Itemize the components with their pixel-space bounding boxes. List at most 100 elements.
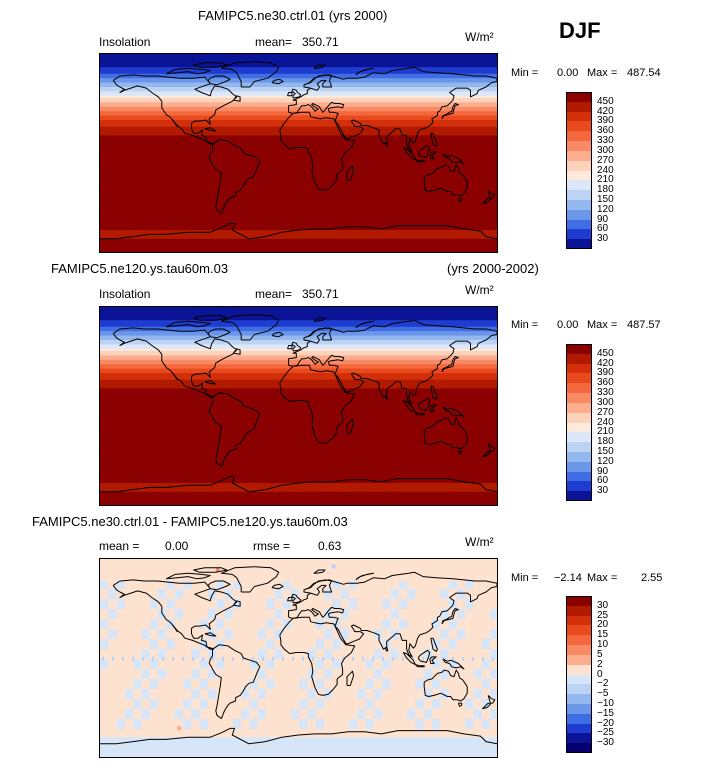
insolation-band	[100, 188, 497, 191]
difference-cell	[274, 649, 283, 659]
difference-cell	[158, 589, 167, 599]
difference-cell	[448, 639, 457, 649]
difference-cell	[432, 679, 441, 689]
difference-cell	[315, 679, 325, 689]
difference-cell	[490, 709, 497, 719]
panel-3-max-value: 2.55	[641, 572, 663, 584]
difference-cell	[100, 659, 109, 669]
colorbar-swatch	[566, 471, 592, 482]
difference-cell	[282, 656, 284, 661]
insolation-band	[100, 232, 497, 235]
insolation-band	[100, 230, 497, 233]
difference-cell	[102, 656, 104, 661]
insolation-band	[100, 333, 497, 337]
insolation-band	[100, 436, 497, 440]
difference-cell	[133, 699, 142, 709]
insolation-band	[100, 159, 497, 163]
difference-cell	[141, 689, 150, 699]
difference-cell	[440, 629, 449, 639]
difference-cell	[365, 699, 374, 709]
colorbar-swatch	[566, 461, 592, 473]
colorbar-swatch	[566, 141, 592, 152]
insolation-band	[100, 98, 497, 101]
coastline	[100, 314, 497, 493]
panel-2-mean-label: mean=	[255, 287, 293, 301]
difference-cell	[462, 656, 464, 661]
insolation-band	[100, 161, 497, 165]
insolation-band	[100, 309, 497, 312]
insolation-band	[100, 351, 497, 354]
difference-cell	[116, 579, 125, 589]
insolation-band	[100, 245, 497, 249]
difference-cell	[472, 656, 474, 661]
insolation-band	[100, 355, 497, 359]
difference-cell	[158, 649, 167, 659]
colorbar-tick-label: 330	[597, 135, 614, 147]
difference-cell	[302, 656, 304, 661]
difference-cell	[465, 699, 474, 709]
difference-cell	[481, 639, 491, 649]
insolation-band	[100, 249, 497, 252]
insolation-band	[100, 417, 497, 420]
colorbar-swatch	[566, 412, 592, 423]
insolation-band	[100, 208, 497, 211]
insolation-band	[100, 214, 497, 218]
difference-cell	[357, 709, 366, 719]
colorbar-tick-label: 5	[597, 648, 603, 660]
colorbar-swatch	[566, 684, 592, 695]
difference-cell	[332, 599, 341, 609]
difference-cell	[352, 656, 354, 661]
difference-cell	[349, 599, 358, 609]
insolation-band	[100, 445, 497, 449]
colorbar-tick-label: 150	[597, 445, 614, 457]
colorbar-swatch	[566, 615, 592, 626]
difference-cell	[290, 709, 300, 719]
difference-cell	[241, 689, 250, 699]
insolation-band	[100, 353, 497, 356]
insolation-band	[100, 148, 497, 152]
difference-cell	[332, 656, 334, 661]
difference-cell	[249, 699, 258, 709]
colorbar-swatch	[566, 383, 592, 394]
insolation-band	[100, 128, 497, 132]
panel-1-variable: Insolation	[99, 35, 151, 49]
insolation-band	[100, 175, 497, 178]
difference-cell	[423, 709, 432, 719]
insolation-band	[100, 478, 497, 482]
difference-cell	[415, 679, 424, 689]
colorbar-swatch	[566, 373, 592, 384]
colorbar-tick-label: 20	[597, 619, 609, 631]
insolation-band	[100, 386, 497, 389]
coastline	[100, 61, 497, 240]
insolation-band	[100, 113, 497, 117]
insolation-band	[100, 357, 497, 361]
panel-3-rmse-value: 0.63	[318, 539, 342, 553]
insolation-band	[100, 227, 497, 231]
insolation-band	[100, 236, 497, 240]
difference-cell	[252, 656, 254, 661]
colorbar-swatch	[566, 111, 592, 122]
difference-cell	[124, 689, 134, 699]
difference-cell	[456, 629, 466, 639]
panel-1-max-label: Max =	[587, 67, 618, 79]
difference-cell	[442, 656, 444, 661]
difference-cell	[382, 599, 391, 609]
insolation-band	[100, 337, 497, 341]
insolation-band	[100, 322, 497, 326]
insolation-band	[100, 456, 497, 460]
panel-3-map	[99, 558, 498, 758]
insolation-band	[100, 150, 497, 154]
insolation-band	[100, 120, 497, 123]
difference-cell	[266, 599, 275, 609]
colorbar-swatch	[566, 723, 592, 734]
insolation-band	[100, 177, 497, 180]
insolation-band	[100, 384, 497, 387]
insolation-band	[100, 106, 497, 110]
insolation-band	[100, 60, 497, 64]
difference-cell	[149, 599, 159, 609]
panel-3-title: FAMIPC5.ne30.ctrl.01 - FAMIPC5.ne120.ys.…	[32, 514, 348, 529]
insolation-band	[100, 190, 497, 194]
difference-cell	[332, 639, 341, 649]
panel-2-units: W/m²	[465, 283, 494, 297]
difference-cell	[456, 609, 466, 619]
